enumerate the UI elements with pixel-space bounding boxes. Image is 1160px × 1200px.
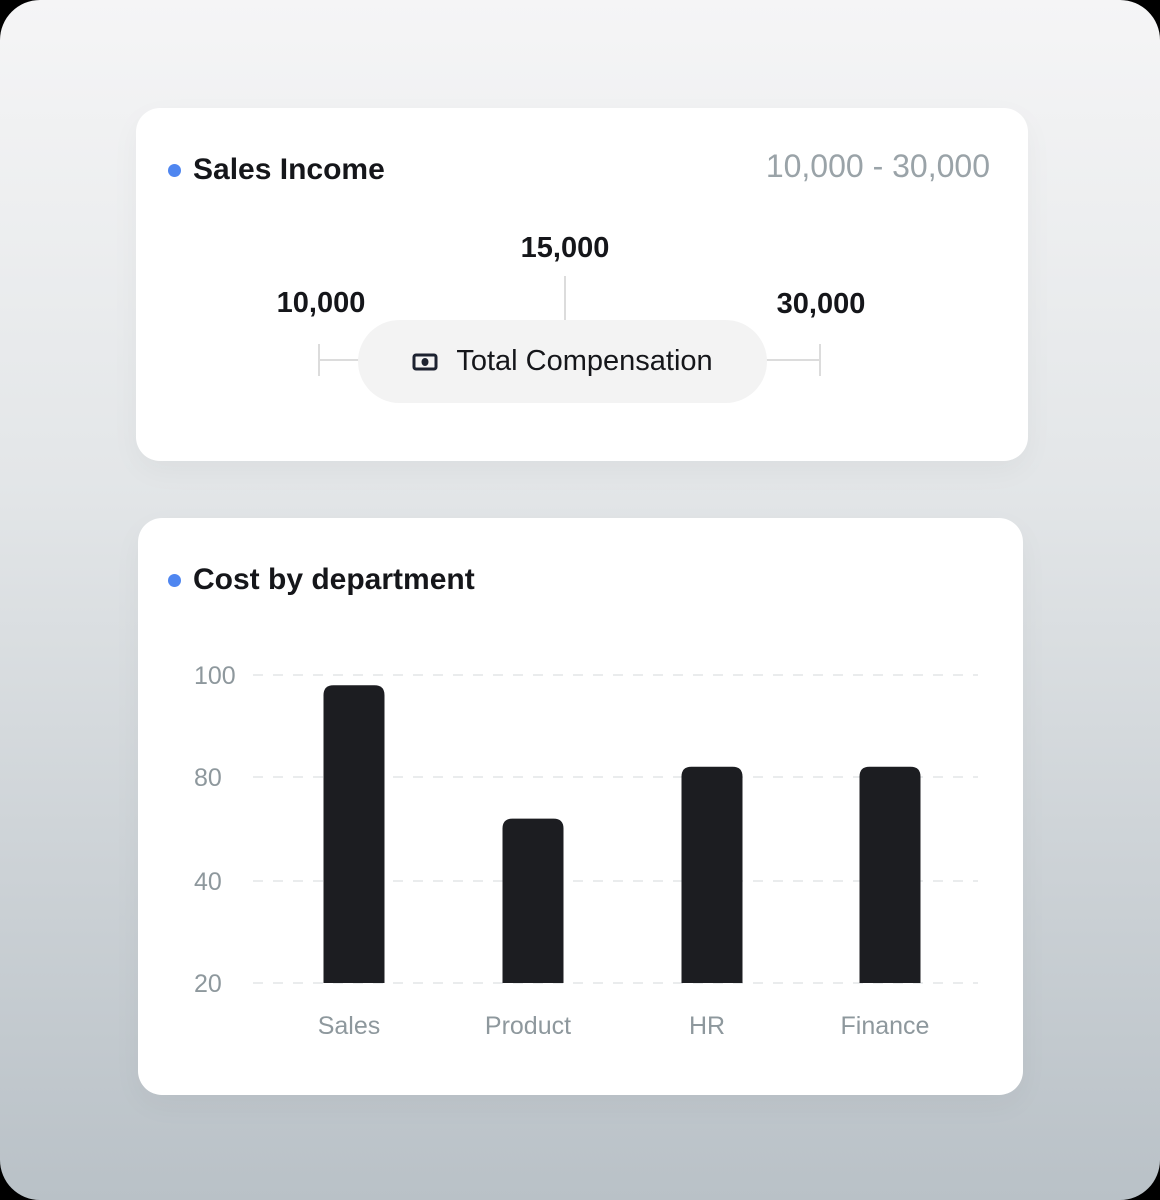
x-tick-label: Finance — [841, 1012, 930, 1040]
cost-title: Cost by department — [168, 563, 475, 597]
banknote-icon — [412, 353, 438, 370]
marker-line — [564, 276, 566, 320]
sales-income-card: Sales Income 10,000 - 30,000 15,000 10,0… — [136, 108, 1028, 461]
range-label: 10,000 - 30,000 — [765, 148, 990, 184]
cost-title-text: Cost by department — [193, 563, 475, 596]
cost-by-department-card: Cost by department 100 80 40 20 Sales Product… — [138, 518, 1023, 1095]
range-track-right — [766, 359, 820, 361]
min-value: 10,000 — [276, 287, 366, 319]
y-tick-label: 20 — [194, 970, 222, 998]
bar-chart: 100 80 40 20 Sales Product HR Finance — [194, 662, 978, 1040]
max-tick — [819, 344, 821, 376]
range-track-left — [318, 359, 360, 361]
sales-income-title-text: Sales Income — [193, 153, 385, 186]
bar-product[interactable] — [502, 818, 564, 983]
marker-value: 15,000 — [520, 232, 610, 264]
y-tick-label: 40 — [194, 868, 222, 896]
bar-hr[interactable] — [681, 766, 743, 983]
total-compensation-pill[interactable]: Total Compensation — [358, 320, 767, 403]
bullet-dot-icon — [168, 163, 181, 177]
bar-finance[interactable] — [859, 766, 921, 983]
sales-income-title: Sales Income — [168, 153, 385, 187]
x-tick-label: Sales — [318, 1012, 381, 1040]
bar-sales[interactable] — [323, 685, 385, 983]
pill-label: Total Compensation — [456, 345, 713, 377]
x-tick-label: Product — [485, 1012, 571, 1040]
bullet-dot-icon — [168, 573, 181, 587]
x-tick-label: HR — [689, 1012, 725, 1040]
max-value: 30,000 — [776, 288, 866, 320]
y-tick-label: 80 — [194, 764, 222, 792]
y-tick-label: 100 — [194, 662, 236, 690]
